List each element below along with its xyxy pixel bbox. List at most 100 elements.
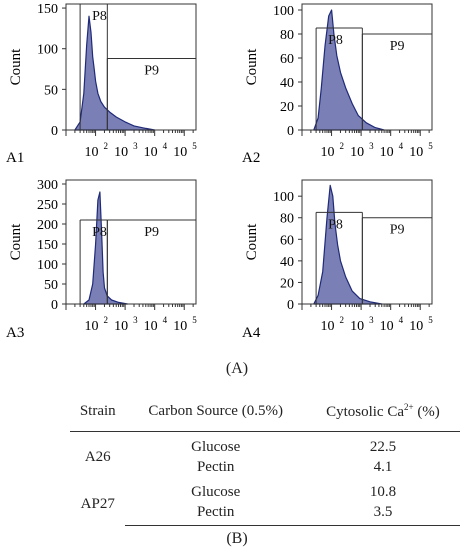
x-tick-exponent: 5	[428, 315, 433, 325]
y-axis-label: Count	[8, 48, 24, 86]
x-tick-exponent: 3	[133, 315, 138, 325]
y-tick-label: 150	[37, 238, 58, 253]
gate-label-p8: P8	[92, 225, 107, 240]
y-tick-label: 20	[280, 276, 294, 291]
header-carbon-source: Carbon Source (0.5%)	[125, 396, 306, 432]
gate-label-p8: P8	[92, 9, 107, 24]
y-tick-label: 250	[37, 198, 58, 213]
value-cell: 22.5	[369, 439, 397, 455]
y-tick-label: 80	[280, 212, 294, 227]
y-tick-label: 300	[37, 178, 58, 193]
value-cell: 4.1	[373, 459, 393, 475]
x-tick-label: 10	[114, 145, 128, 160]
y-tick-label: 100	[37, 258, 58, 273]
gate-label-p8: P8	[328, 33, 343, 48]
x-tick-label: 10	[321, 145, 335, 160]
y-tick-label: 200	[37, 218, 58, 233]
x-tick-label: 10	[144, 319, 158, 334]
gate-label-p9: P9	[144, 225, 159, 240]
histogram-area-a4	[313, 184, 383, 305]
y-tick-label: 50	[44, 83, 58, 98]
y-tick-label: 40	[280, 255, 294, 270]
x-tick-exponent: 3	[369, 141, 374, 151]
y-tick-label: 0	[287, 124, 294, 139]
value-cell: 10.8	[369, 484, 397, 500]
y-axis-label: Count	[244, 48, 260, 86]
table-row: AP27 Glucose 10.8	[70, 477, 460, 512]
gate-label-p9: P9	[390, 39, 405, 54]
y-tick-label: 20	[280, 100, 294, 115]
x-tick-exponent: 4	[399, 315, 404, 325]
y-tick-label: 0	[51, 124, 58, 139]
y-tick-label: 100	[37, 43, 58, 58]
y-axis-label: Count	[244, 223, 260, 261]
gate-label-p8: P8	[328, 217, 343, 232]
table-row: A26 Glucose 22.5	[70, 432, 460, 465]
x-tick-label: 10	[409, 319, 423, 334]
carbon-cell: Pectin	[125, 502, 306, 526]
y-tick-label: 40	[280, 76, 294, 91]
carbon-cell: Glucose	[191, 484, 241, 500]
gate-label-p9: P9	[390, 223, 405, 238]
carbon-cell: Glucose	[191, 439, 241, 455]
strain-cell: AP27	[80, 495, 115, 512]
x-tick-exponent: 2	[104, 141, 109, 151]
caption-b: (B)	[226, 530, 248, 547]
plot-frame-a3	[65, 179, 197, 305]
header-cytosolic-unit: (%)	[413, 404, 440, 420]
header-cytosolic-sup: 2+	[403, 402, 414, 412]
table-header-row: Strain Carbon Source (0.5%) Cytosolic Ca…	[70, 396, 460, 432]
x-tick-label: 10	[380, 319, 394, 334]
header-cytosolic: Cytosolic Ca2+ (%)	[305, 396, 460, 432]
x-tick-label: 10	[114, 319, 128, 334]
x-tick-label: 10	[85, 319, 99, 334]
x-tick-exponent: 5	[192, 141, 197, 151]
x-tick-exponent: 4	[163, 315, 168, 325]
y-tick-label: 0	[51, 298, 58, 313]
x-tick-label: 10	[350, 145, 364, 160]
strain-cell: A26	[84, 449, 111, 465]
x-tick-exponent: 5	[428, 141, 433, 151]
gate-label-p9: P9	[144, 63, 159, 78]
y-tick-label: 50	[44, 278, 58, 293]
panel-label-a3: A3	[6, 325, 24, 341]
x-tick-exponent: 5	[192, 315, 197, 325]
y-tick-label: 100	[273, 4, 294, 19]
panel-label-a4: A4	[242, 325, 261, 341]
x-tick-exponent: 3	[369, 315, 374, 325]
y-tick-label: 100	[273, 190, 294, 205]
x-tick-label: 10	[173, 319, 187, 334]
calcium-table: Strain Carbon Source (0.5%) Cytosolic Ca…	[70, 396, 460, 526]
histogram-area-a2	[313, 9, 385, 131]
y-tick-label: 60	[280, 52, 294, 67]
x-tick-label: 10	[321, 319, 335, 334]
caption-a: (A)	[225, 360, 249, 377]
x-tick-exponent: 4	[399, 141, 404, 151]
y-tick-label: 150	[37, 2, 58, 17]
x-tick-label: 10	[144, 145, 158, 160]
table-row: Pectin 3.5	[70, 502, 460, 526]
y-tick-label: 60	[280, 233, 294, 248]
header-cytosolic-label: Cytosolic Ca	[326, 404, 404, 420]
panel-label-a1: A1	[6, 150, 24, 166]
histogram-area-a3	[83, 191, 129, 305]
x-tick-exponent: 2	[340, 315, 345, 325]
histogram-area-a1	[74, 15, 156, 131]
x-tick-exponent: 2	[340, 141, 345, 151]
x-tick-exponent: 2	[104, 315, 109, 325]
header-strain: Strain	[70, 396, 126, 432]
x-tick-exponent: 3	[133, 141, 138, 151]
y-tick-label: 0	[287, 298, 294, 313]
x-tick-label: 10	[173, 145, 187, 160]
y-tick-label: 80	[280, 28, 294, 43]
x-tick-label: 10	[85, 145, 99, 160]
x-tick-label: 10	[409, 145, 423, 160]
panel-label-a2: A2	[242, 150, 260, 166]
y-axis-label: Count	[8, 223, 24, 261]
table-row: Pectin 4.1	[70, 457, 460, 477]
x-tick-label: 10	[380, 145, 394, 160]
value-cell: 3.5	[305, 502, 460, 526]
x-tick-label: 10	[350, 319, 364, 334]
x-tick-exponent: 4	[163, 141, 168, 151]
